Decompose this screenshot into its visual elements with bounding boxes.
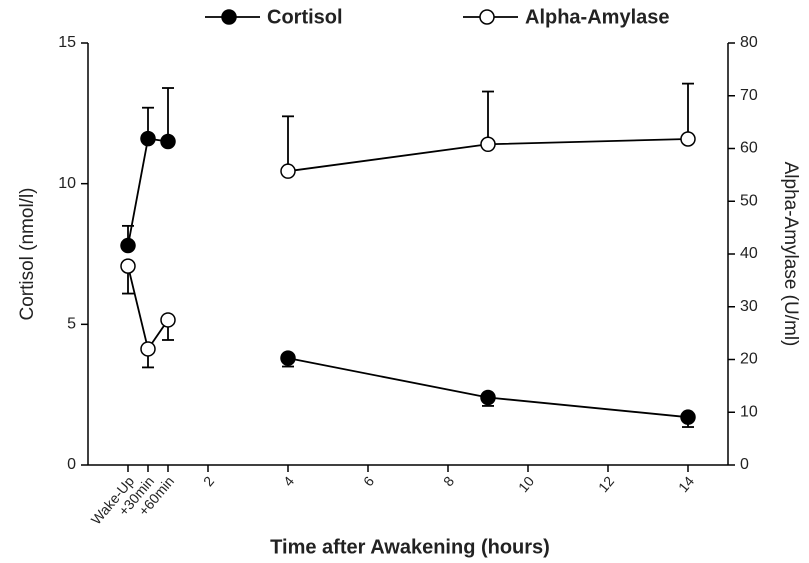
x-axis-label: Time after Awakening (hours) [270,536,550,558]
x-tick-label: 4 [280,473,297,489]
y2-tick-label: 80 [740,34,758,51]
x-tick-label: 6 [360,473,377,489]
y-tick-label: 15 [58,34,76,51]
error-bar [482,90,494,145]
marker [280,163,296,179]
marker [140,341,156,357]
marker [120,237,136,254]
marker [480,136,496,153]
marker [140,130,156,147]
y2-tick-label: 50 [740,192,758,209]
y2-tick-label: 0 [740,456,749,473]
y-tick-label: 10 [58,175,76,192]
legend-marker [479,9,495,25]
y2-tick-label: 60 [740,140,758,157]
y2-tick-label: 30 [740,298,758,315]
legend-marker [221,9,237,25]
error-bar [682,82,694,140]
x-tick-label: 10 [515,473,537,495]
marker [160,312,176,328]
error-bar [282,115,294,172]
series-line [127,265,169,352]
x-tick-label: 12 [595,473,617,495]
marker [280,350,296,366]
y-tick-label: 0 [67,456,76,473]
error-bar [162,87,174,142]
y-tick-label: 5 [67,316,76,333]
x-tick-label: 14 [675,473,697,495]
x-tick-label: 8 [440,473,457,489]
y2-tick-label: 40 [740,245,758,262]
marker [480,389,496,406]
y2-axis-label: Alpha-Amylase (U/ml) [780,162,801,347]
series-line [287,357,689,419]
y2-tick-label: 70 [740,87,758,104]
x-tick-label: 2 [200,473,217,489]
marker [120,258,136,274]
marker [160,133,176,150]
y2-tick-label: 20 [740,351,758,368]
y2-tick-label: 10 [740,403,758,420]
legend-label: Alpha-Amylase [525,6,670,28]
y-axis-label: Cortisol (nmol/l) [17,187,38,320]
series-line [127,137,169,246]
legend-label: Cortisol [267,6,343,28]
marker [680,409,696,425]
marker [680,131,696,147]
